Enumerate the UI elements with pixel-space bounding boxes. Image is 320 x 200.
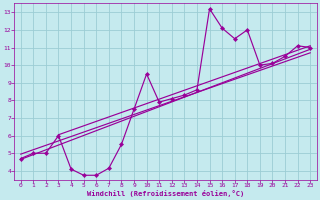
X-axis label: Windchill (Refroidissement éolien,°C): Windchill (Refroidissement éolien,°C) [87, 190, 244, 197]
